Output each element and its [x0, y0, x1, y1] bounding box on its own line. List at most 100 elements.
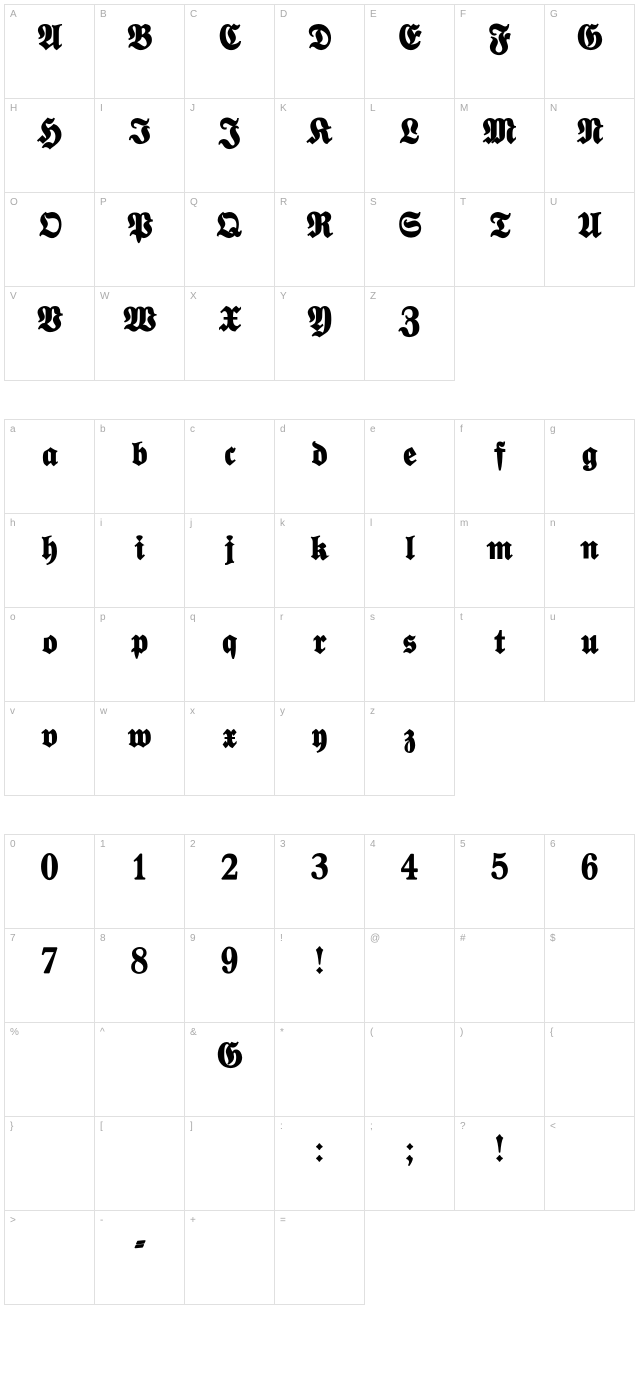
- glyph-cell: ;;: [365, 1117, 455, 1211]
- glyph-cell: x𝖝: [185, 702, 275, 796]
- glyph-cell: 33: [275, 835, 365, 929]
- glyph-cell-glyph: 𝕭: [95, 19, 184, 63]
- glyph-cell: X𝖃: [185, 287, 275, 381]
- glyph-cell: M𝕸: [455, 99, 545, 193]
- glyph-cell: V𝖁: [5, 287, 95, 381]
- glyph-cell-label: >: [10, 1215, 16, 1226]
- glyph-cell: Q𝕼: [185, 193, 275, 287]
- glyph-cell-label: %: [10, 1027, 19, 1038]
- glyph-cell: }: [5, 1117, 95, 1211]
- glyph-cell: n𝖓: [545, 514, 635, 608]
- glyph-cell: ]: [185, 1117, 275, 1211]
- glyph-cell-glyph: 𝖀: [545, 207, 634, 251]
- glyph-cell: 88: [95, 929, 185, 1023]
- glyph-cell: ^: [95, 1023, 185, 1117]
- glyph-cell-glyph: 𝖑: [365, 528, 454, 572]
- glyph-cell: a𝖆: [5, 420, 95, 514]
- glyph-cell: Y𝖄: [275, 287, 365, 381]
- glyph-cell: O𝕺: [5, 193, 95, 287]
- glyph-cell-glyph: 𝖋: [455, 434, 544, 478]
- glyph-cell-glyph: 𝖔: [5, 622, 94, 666]
- glyph-cell: >: [5, 1211, 95, 1305]
- glyph-cell-label: ^: [100, 1027, 105, 1038]
- glyph-cell: b𝖇: [95, 420, 185, 514]
- symbols-grid: 00112233445566778899!!@#$%^&𝕲*(){}[]::;;…: [4, 834, 635, 1305]
- glyph-cell: {: [545, 1023, 635, 1117]
- glyph-cell-glyph: 𝖒: [455, 528, 544, 572]
- glyph-cell-glyph: 𝖟: [365, 716, 454, 760]
- glyph-cell: E𝕰: [365, 5, 455, 99]
- glyph-cell: j𝖏: [185, 514, 275, 608]
- glyph-cell: %: [5, 1023, 95, 1117]
- glyph-cell-glyph: 𝕽: [275, 207, 364, 251]
- glyph-cell-glyph: 𝕴: [95, 113, 184, 157]
- glyph-cell-glyph: 𝖂: [95, 301, 184, 345]
- glyph-cell-glyph: 𝕳: [5, 113, 94, 157]
- glyph-cell: F𝕱: [455, 5, 545, 99]
- glyph-cell: (: [365, 1023, 455, 1117]
- glyph-cell-glyph: 𝖄: [275, 301, 364, 345]
- glyph-cell-glyph: -: [95, 1225, 184, 1269]
- glyph-cell: k𝖐: [275, 514, 365, 608]
- glyph-cell: 99: [185, 929, 275, 1023]
- glyph-cell-label: +: [190, 1215, 196, 1226]
- glyph-cell: --: [95, 1211, 185, 1305]
- glyph-cell: G𝕲: [545, 5, 635, 99]
- glyph-cell-glyph: 𝕿: [455, 207, 544, 251]
- glyph-cell-glyph: 𝖖: [185, 622, 274, 666]
- glyph-cell: 77: [5, 929, 95, 1023]
- glyph-cell: l𝖑: [365, 514, 455, 608]
- glyph-cell-glyph: 𝕲: [545, 19, 634, 63]
- glyph-cell-glyph: 6: [545, 849, 634, 893]
- glyph-cell: m𝖒: [455, 514, 545, 608]
- glyph-cell: R𝕽: [275, 193, 365, 287]
- glyph-cell-glyph: 𝖆: [5, 434, 94, 478]
- glyph-cell: z𝖟: [365, 702, 455, 796]
- glyph-cell: S𝕾: [365, 193, 455, 287]
- glyph-cell: s𝖘: [365, 608, 455, 702]
- glyph-cell-glyph: 𝕾: [365, 207, 454, 251]
- glyph-cell-glyph: 𝖇: [95, 434, 184, 478]
- glyph-cell: W𝖂: [95, 287, 185, 381]
- glyph-cell: I𝕴: [95, 99, 185, 193]
- glyph-cell-label: <: [550, 1121, 556, 1132]
- glyph-cell-glyph: 𝕻: [95, 207, 184, 251]
- glyph-cell: 11: [95, 835, 185, 929]
- glyph-cell-glyph: 𝖏: [185, 528, 274, 572]
- glyph-cell-glyph: 𝕸: [455, 113, 544, 157]
- glyph-cell-label: [: [100, 1121, 103, 1132]
- glyph-cell-label: ]: [190, 1121, 193, 1132]
- glyph-cell-glyph: 𝖝: [185, 716, 274, 760]
- glyph-cell: T𝕿: [455, 193, 545, 287]
- glyph-cell: g𝖌: [545, 420, 635, 514]
- glyph-cell: D𝕯: [275, 5, 365, 99]
- glyph-cell-glyph: 4: [365, 849, 454, 893]
- glyph-cell: 00: [5, 835, 95, 929]
- glyph-cell-glyph: 7: [5, 943, 94, 987]
- glyph-cell: 55: [455, 835, 545, 929]
- glyph-cell-glyph: 5: [455, 849, 544, 893]
- glyph-cell-glyph: !: [455, 1131, 544, 1175]
- character-map-page: A𝕬B𝕭C𝕮D𝕯E𝕰F𝕱G𝕲H𝕳I𝕴J𝕵K𝕶L𝕷M𝕸N𝕹O𝕺P𝕻Q𝕼R𝕽S𝕾T𝕿…: [0, 0, 640, 1347]
- glyph-cell: C𝕮: [185, 5, 275, 99]
- glyph-cell: c𝖈: [185, 420, 275, 514]
- glyph-cell-glyph: 𝖓: [545, 528, 634, 572]
- glyph-cell: f𝖋: [455, 420, 545, 514]
- glyph-cell-label: {: [550, 1027, 553, 1038]
- glyph-cell: p𝖕: [95, 608, 185, 702]
- glyph-cell-glyph: 𝖊: [365, 434, 454, 478]
- glyph-cell: ::: [275, 1117, 365, 1211]
- glyph-cell: h𝖍: [5, 514, 95, 608]
- glyph-cell-glyph: 𝖍: [5, 528, 94, 572]
- glyph-cell-glyph: 𝕹: [545, 113, 634, 157]
- glyph-cell-glyph: 𝕮: [185, 19, 274, 63]
- glyph-cell-label: (: [370, 1027, 373, 1038]
- glyph-cell-glyph: 𝖛: [5, 716, 94, 760]
- glyph-cell-glyph: 𝕯: [275, 19, 364, 63]
- glyph-cell-glyph: 8: [95, 943, 184, 987]
- glyph-cell-glyph: 𝕲: [185, 1037, 274, 1081]
- glyph-cell: ): [455, 1023, 545, 1117]
- glyph-cell: K𝕶: [275, 99, 365, 193]
- glyph-cell-glyph: 𝕶: [275, 113, 364, 157]
- glyph-cell-label: *: [280, 1027, 284, 1038]
